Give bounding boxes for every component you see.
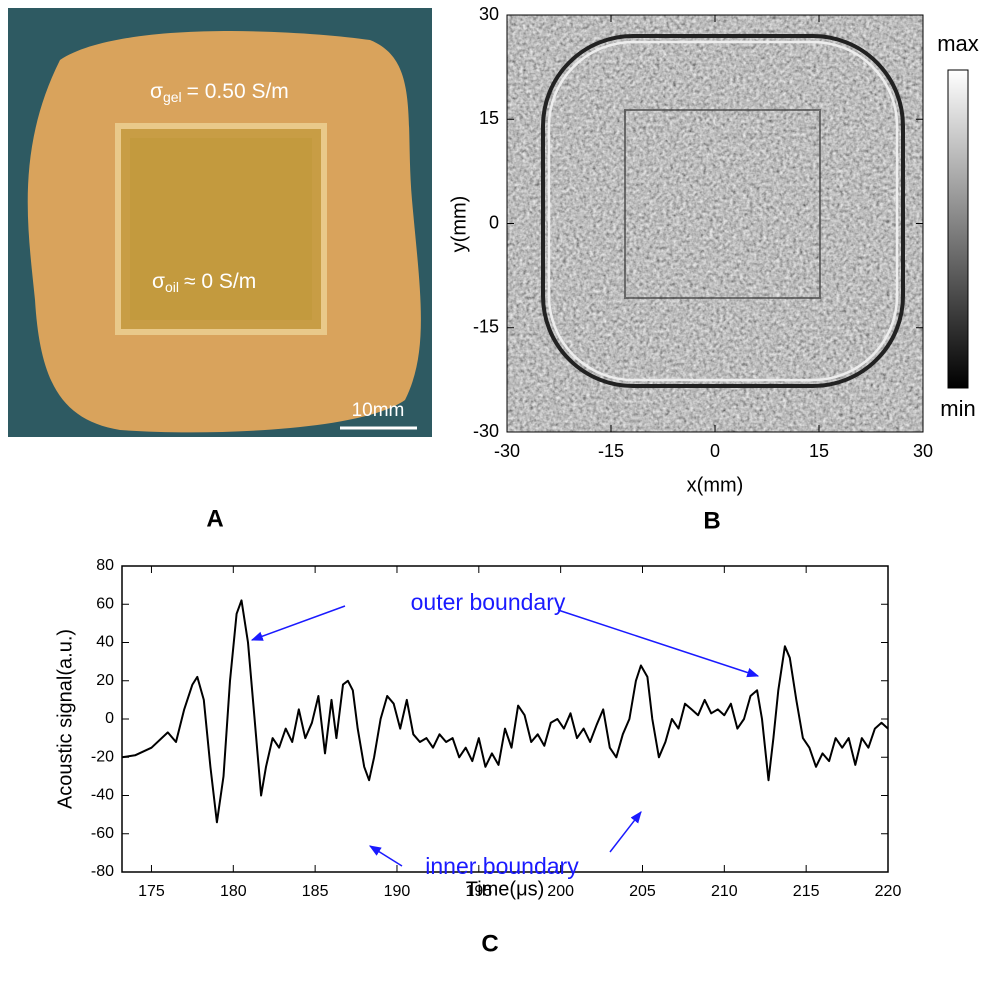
y-tick-label: 40 [96, 634, 114, 651]
panel-label: C [481, 930, 498, 957]
x-axis-label: x(mm) [687, 474, 744, 496]
annotation: σoil ≈ 0 S/m [152, 270, 256, 295]
x-tick-label: 200 [547, 883, 574, 900]
x-axis-label: Time(μs) [466, 878, 545, 900]
y-tick-label: 15 [479, 108, 499, 128]
x-tick-label: -15 [598, 441, 624, 461]
y-tick-label: 80 [96, 557, 114, 574]
scale-bar-label: 10mm [352, 400, 405, 421]
annotation: outer boundary [411, 589, 566, 615]
y-tick-label: 20 [96, 672, 114, 689]
annotation-arrows [250, 605, 760, 867]
x-tick-label: 30 [913, 441, 933, 461]
y-axis-label: y(mm) [448, 196, 470, 253]
y-tick-label: 30 [479, 4, 499, 24]
x-tick-label: 180 [220, 883, 247, 900]
panel-label: A [206, 505, 223, 532]
annotation: inner boundary [425, 853, 579, 879]
x-tick-label: 215 [793, 883, 820, 900]
x-tick-label: 195 [465, 883, 492, 900]
panel-label: B [703, 507, 720, 534]
x-tick-label: 15 [809, 441, 829, 461]
y-tick-label: -60 [91, 825, 114, 842]
x-tick-label: -30 [494, 441, 520, 461]
y-tick-label: -40 [91, 787, 114, 804]
signal-line [121, 599, 889, 824]
x-tick-label: 175 [138, 883, 165, 900]
y-tick-label: 60 [96, 595, 114, 612]
y-tick-label: 0 [105, 710, 114, 727]
x-tick-label: 0 [710, 441, 720, 461]
y-tick-label: -80 [91, 863, 114, 880]
y-tick-label: -30 [473, 421, 499, 441]
y-tick-label: -15 [473, 317, 499, 337]
y-tick-label: 0 [489, 212, 499, 232]
x-tick-label: 185 [302, 883, 329, 900]
annotation: σgel = 0.50 S/m [150, 80, 289, 105]
x-tick-label: 210 [711, 883, 738, 900]
y-tick-label: -20 [91, 748, 114, 765]
image [507, 15, 923, 432]
x-tick-label: 205 [629, 883, 656, 900]
x-tick-label: 220 [875, 883, 902, 900]
colorbar [947, 69, 969, 389]
x-tick-label: 190 [384, 883, 411, 900]
colorbar-label: max [937, 31, 979, 56]
y-axis-label: Acoustic signal(a.u.) [54, 629, 76, 809]
photo [8, 8, 432, 437]
colorbar-label: min [940, 396, 975, 421]
